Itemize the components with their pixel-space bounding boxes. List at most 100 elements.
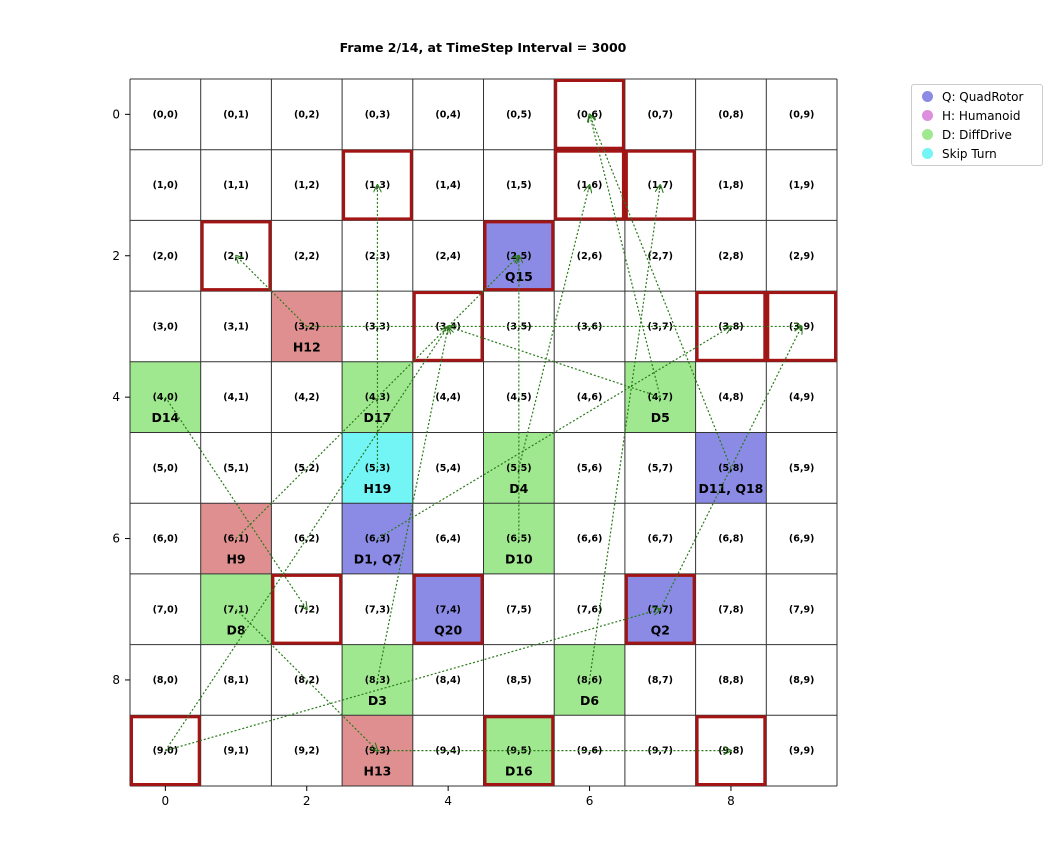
cell-coord-1-2: (1,2) — [294, 180, 320, 191]
x-tick-label: 6 — [586, 794, 594, 808]
robot-label-9-5: D16 — [505, 764, 533, 779]
cell-coord-3-1: (3,1) — [223, 321, 249, 332]
legend-item-diffdrive: D: DiffDrive — [922, 125, 1012, 144]
y-tick-label: 2 — [112, 249, 120, 263]
cell-coord-8-3: (8,3) — [365, 675, 391, 686]
cell-coord-9-2: (9,2) — [294, 746, 320, 757]
cell-coord-8-9: (8,9) — [789, 675, 815, 686]
path-arrow-2 — [236, 256, 308, 327]
cell-coord-3-6: (3,6) — [577, 321, 603, 332]
cell-coord-1-7: (1,7) — [647, 180, 673, 191]
cell-coord-4-4: (4,4) — [435, 392, 461, 403]
legend-marker-skip-turn — [922, 148, 933, 159]
cell-coord-6-2: (6,2) — [294, 534, 320, 545]
cell-coord-2-8: (2,8) — [718, 251, 744, 262]
robot-label-4-0: D14 — [151, 410, 179, 425]
cell-coord-7-8: (7,8) — [718, 604, 744, 615]
path-arrow-10 — [164, 326, 448, 751]
cell-coord-1-6: (1,6) — [577, 180, 603, 191]
cell-coord-6-6: (6,6) — [577, 534, 603, 545]
robot-labels: Q15 H12 D14 D17 D5 H19 D4 D11, Q18 H9 D1, Q7 D10 D8… — [151, 269, 763, 779]
robot-label-3-2: H12 — [293, 339, 321, 354]
target-cell-7-4 — [412, 573, 484, 645]
cell-coord-2-2: (2,2) — [294, 251, 320, 262]
cell-coord-2-7: (2,7) — [647, 251, 673, 262]
cell-coord-8-6: (8,6) — [577, 675, 603, 686]
cell-coord-5-7: (5,7) — [647, 463, 673, 474]
legend-item-skip-turn: Skip Turn — [922, 144, 997, 163]
cell-coord-6-0: (6,0) — [153, 534, 179, 545]
cell-coord-7-2: (7,2) — [294, 604, 320, 615]
target-cell-3-4 — [412, 291, 484, 362]
cell-coord-8-1: (8,1) — [223, 675, 249, 686]
cell-coord-2-4: (2,4) — [435, 251, 461, 262]
cell-coord-5-6: (5,6) — [577, 463, 603, 474]
cell-coord-5-5: (5,5) — [506, 463, 532, 474]
cell-coord-9-9: (9,9) — [789, 746, 815, 757]
cell-coord-6-4: (6,4) — [435, 534, 461, 545]
robot-label-7-1: D8 — [227, 622, 246, 637]
cell-coord-7-9: (7,9) — [789, 604, 815, 615]
robot-label-6-5: D10 — [505, 552, 533, 567]
robot-label-5-3: H19 — [364, 481, 392, 496]
cell-coord-7-0: (7,0) — [153, 604, 179, 615]
y-tick-label: 4 — [112, 390, 120, 404]
cell-coord-0-2: (0,2) — [294, 109, 320, 120]
cell-coord-8-8: (8,8) — [718, 675, 744, 686]
cell-coord-2-9: (2,9) — [789, 251, 815, 262]
cell-coord-6-7: (6,7) — [647, 534, 673, 545]
cell-coord-1-4: (1,4) — [435, 180, 461, 191]
path-arrow-16 — [659, 326, 801, 610]
cell-coord-2-3: (2,3) — [365, 251, 391, 262]
cell-coord-4-3: (4,3) — [365, 392, 391, 403]
path-arrow-14 — [448, 326, 661, 398]
cell-coord-4-8: (4,8) — [718, 392, 744, 403]
cell-coord-2-5: (2,5) — [506, 251, 532, 262]
cell-coord-0-9: (0,9) — [789, 109, 815, 120]
cell-coord-5-9: (5,9) — [789, 463, 815, 474]
x-tick-label: 4 — [444, 794, 452, 808]
robot-label-6-1: H9 — [226, 552, 245, 567]
cell-coord-9-4: (9,4) — [435, 746, 461, 757]
path-arrow-6 — [377, 326, 731, 540]
target-cell-3-8 — [695, 291, 767, 362]
cell-coord-6-9: (6,9) — [789, 534, 815, 545]
legend-marker-quadrotor — [922, 91, 933, 102]
cell-coord-0-3: (0,3) — [365, 109, 391, 120]
legend-item-humanoid: H: Humanoid — [922, 106, 1020, 125]
cell-coord-6-8: (6,8) — [718, 534, 744, 545]
path-arrow-15 — [590, 114, 732, 469]
robot-label-5-8: D11, Q18 — [698, 481, 763, 496]
robot-label-6-3: D1, Q7 — [354, 552, 402, 567]
robot-label-8-6: D6 — [580, 693, 599, 708]
cell-coord-4-1: (4,1) — [223, 392, 249, 403]
cell-coord-7-5: (7,5) — [506, 604, 532, 615]
y-tick-label: 0 — [112, 107, 120, 121]
cell-coord-8-7: (8,7) — [647, 675, 673, 686]
cell-coord-0-7: (0,7) — [647, 109, 673, 120]
cell-coord-4-7: (4,7) — [647, 392, 673, 403]
cell-coord-9-7: (9,7) — [647, 746, 673, 757]
cell-coord-9-1: (9,1) — [223, 746, 249, 757]
robot-label-2-5: Q15 — [505, 269, 533, 284]
cell-coord-8-4: (8,4) — [435, 675, 461, 686]
cell-coord-2-6: (2,6) — [577, 251, 603, 262]
path-arrow-9 — [165, 609, 660, 752]
legend-label-skip-turn: Skip Turn — [942, 146, 997, 161]
legend-marker-diffdrive — [922, 129, 933, 140]
cell-coord-8-0: (8,0) — [153, 675, 179, 686]
path-arrow-7 — [376, 326, 448, 681]
cell-coord-5-2: (5,2) — [294, 463, 320, 474]
cell-coord-5-0: (5,0) — [153, 463, 179, 474]
target-cell-7-2 — [271, 573, 343, 645]
cell-coord-4-6: (4,6) — [577, 392, 603, 403]
cell-coord-0-1: (0,1) — [223, 109, 249, 120]
targets-layer — [130, 79, 837, 786]
cell-coord-0-8: (0,8) — [718, 109, 744, 120]
cell-coord-0-4: (0,4) — [435, 109, 461, 120]
legend-marker-humanoid — [922, 110, 933, 121]
path-arrow-11 — [518, 185, 590, 468]
cell-coord-1-5: (1,5) — [506, 180, 532, 191]
cell-coord-1-1: (1,1) — [223, 180, 249, 191]
cell-coord-0-5: (0,5) — [506, 109, 532, 120]
